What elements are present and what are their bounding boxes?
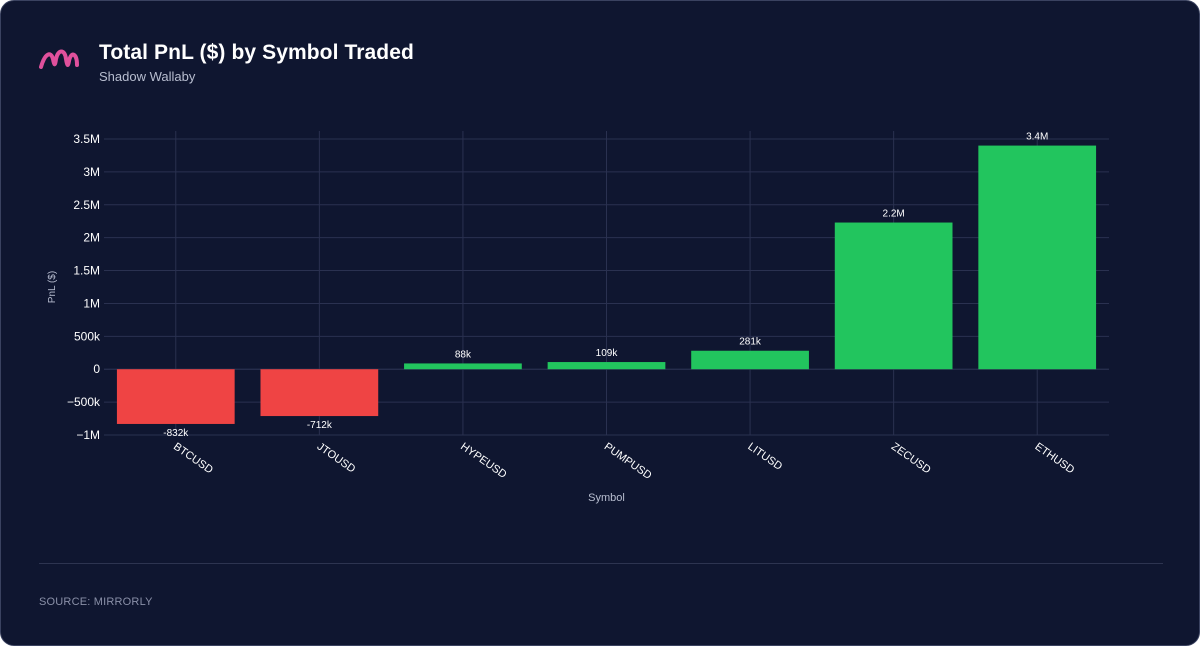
x-tick-label: BTCUSD — [171, 441, 215, 477]
bar-zecusd — [834, 222, 953, 370]
x-tick-label: ZECUSD — [889, 441, 933, 477]
x-axis-title: Symbol — [588, 492, 625, 504]
y-tick-label: 0 — [93, 362, 100, 376]
bar-hypeusd — [404, 363, 522, 370]
x-tick-label: PUMPUSD — [602, 441, 654, 482]
y-tick-label: 3.5M — [73, 132, 100, 146]
bar-pumpusd — [547, 362, 666, 370]
chart-title: Total PnL ($) by Symbol Traded — [99, 41, 414, 64]
y-tick-label: 500k — [74, 329, 101, 343]
x-tick-label: LITUSD — [745, 441, 784, 473]
y-tick-label: 1M — [83, 296, 100, 310]
footer-divider — [39, 563, 1163, 564]
bar-litusd — [691, 350, 809, 370]
y-tick-label: 1.5M — [73, 264, 100, 278]
data-label: 109k — [596, 348, 619, 359]
y-tick-label: −500k — [67, 395, 101, 409]
data-label: -712k — [307, 420, 333, 431]
data-label: 281k — [739, 337, 762, 348]
source-text: SOURCE: MIRRORLY — [39, 596, 153, 608]
y-tick-label: 2M — [83, 231, 100, 245]
x-tick-label: HYPEUSD — [458, 441, 508, 481]
chart-subtitle: Shadow Wallaby — [99, 69, 196, 84]
bar-btcusd — [116, 369, 235, 424]
data-label: 3.4M — [1026, 132, 1048, 143]
brand-logo-icon — [39, 49, 79, 69]
y-tick-label: −1M — [76, 428, 100, 442]
data-label: 88k — [455, 349, 472, 360]
bar-ethusd — [978, 145, 1097, 370]
x-tick-label: JTOUSD — [315, 441, 358, 476]
x-tick-label: ETHUSD — [1032, 441, 1076, 477]
bar-chart: −1M −500k 0 500k 1M 1.5M 2M 2.5M 3M 3.5M -832k BTCU… — [47, 131, 1109, 504]
data-label: -832k — [163, 428, 189, 439]
y-axis-title: PnL ($) — [47, 271, 58, 303]
y-tick-label: 2.5M — [73, 198, 100, 212]
y-tick-label: 3M — [83, 165, 100, 179]
data-label: 2.2M — [883, 209, 905, 220]
bar-jtousd — [260, 369, 379, 417]
